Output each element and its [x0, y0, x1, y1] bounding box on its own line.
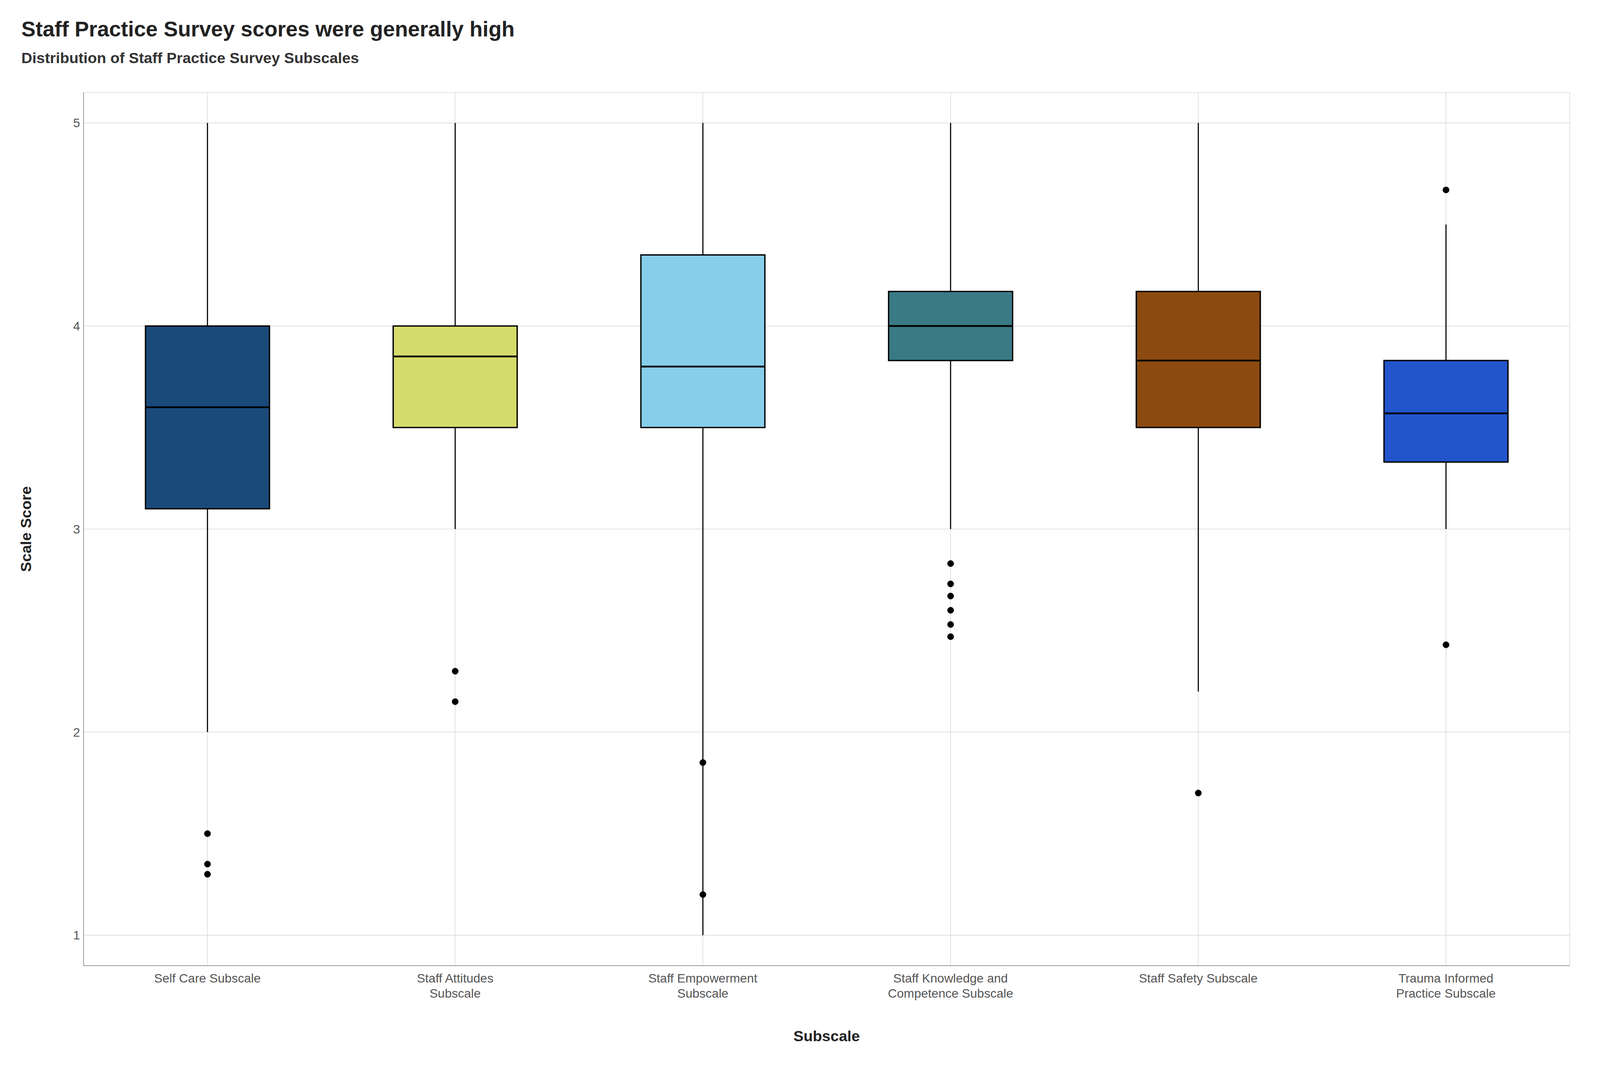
- svg-text:Staff Safety Subscale: Staff Safety Subscale: [1138, 971, 1258, 985]
- svg-text:Staff EmpowermentSubscale: Staff EmpowermentSubscale: [648, 971, 758, 1000]
- svg-text:Self Care Subscale: Self Care Subscale: [154, 971, 261, 985]
- html-text:Distribution of Staff Practice: Distribution of Staff Practice Survey Su…: [21, 49, 359, 67]
- svg-text:Staff AttitudesSubscale: Staff AttitudesSubscale: [416, 971, 494, 1000]
- svg-text:1: 1: [72, 928, 80, 942]
- svg-text:3: 3: [72, 522, 80, 536]
- svg-text:Scale Score: Scale Score: [17, 486, 35, 572]
- svg-text:Staff Knowledge andCompetence: Staff Knowledge andCompetence Subscale: [888, 971, 1014, 1000]
- svg-text:Subscale: Subscale: [793, 1027, 860, 1044]
- svg-text:2: 2: [72, 725, 80, 740]
- svg-text:5: 5: [72, 116, 80, 130]
- svg-text:4: 4: [72, 319, 80, 333]
- svg-text:Trauma InformedPractice Subsca: Trauma InformedPractice Subscale: [1396, 971, 1496, 1000]
- html-text:Staff Practice Survey scores w: Staff Practice Survey scores were genera…: [21, 17, 515, 41]
